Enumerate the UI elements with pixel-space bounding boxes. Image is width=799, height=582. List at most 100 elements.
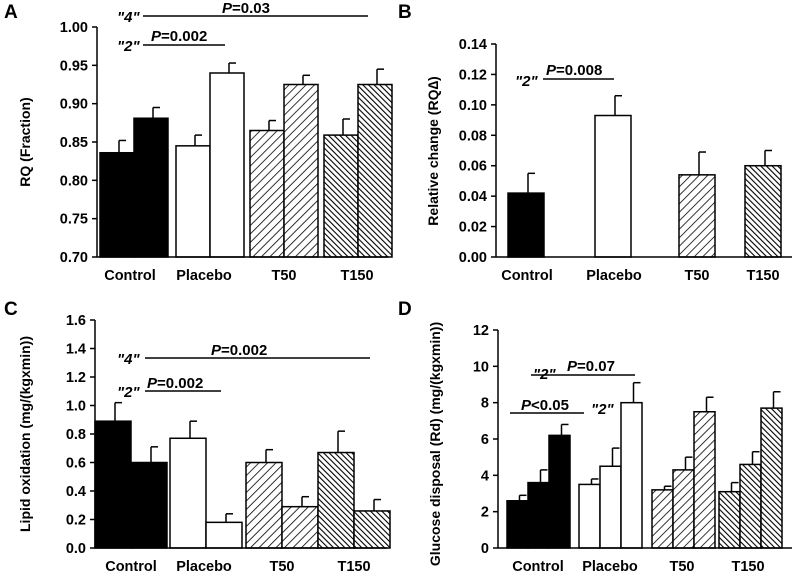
panel-a: 0.70 0.75 0.80 0.85 0.90 0.95 1.00 Control Plac…: [17, 0, 393, 284]
panel-c-y-label: Lipid oxidation (mg/(kgxmin)): [17, 336, 33, 532]
panel-a-bar-placebo-pre: [175, 145, 211, 258]
panel-d-bar-placebo-step2: [599, 465, 622, 549]
panel-c-ann-2-p-value: =0.002: [157, 375, 203, 392]
panel-c: 0.0 0.2 0.4 0.6 0.8 1.0 1.2 1.4 1.6 Control Place…: [17, 313, 391, 575]
panel-d-y-tick-label: 8: [481, 396, 489, 412]
panel-a-bar-t50-post: [283, 83, 319, 258]
panel-b-category-label: T50: [685, 268, 710, 284]
panel-a-category-label: Placebo: [176, 268, 232, 284]
panel-c-y-tick-label: 1.2: [66, 370, 86, 386]
panel-a-y-tick-label: 0.75: [60, 212, 88, 228]
panel-a-category-label: T150: [340, 268, 373, 284]
panel-d-category-label: Placebo: [582, 559, 638, 575]
panel-a-y-tick-label: 0.70: [60, 250, 88, 266]
panel-b-y-tick-label: 0.04: [459, 189, 487, 205]
panel-d-y-tick-label: 10: [473, 359, 489, 375]
panel-a-y-tick-label: 1.00: [60, 20, 88, 36]
panel-a-y-ticks: 0.70 0.75 0.80 0.85 0.90 0.95 1.00: [60, 20, 97, 266]
panel-a-bar-placebo-post: [209, 72, 245, 258]
panel-b-category-label: Control: [501, 268, 553, 284]
panel-b-y-tick-label: 0.06: [459, 159, 487, 175]
panel-a-ann-2-label: "2": [117, 38, 140, 55]
panel-a-ann-4-label: "4": [117, 9, 140, 26]
panel-a-annotation-2: "2" P=0.002: [117, 28, 225, 55]
panel-c-category-label: T150: [337, 559, 370, 575]
panel-d-annotation-p005: P<0.05: [510, 397, 584, 414]
panel-c-y-tick-label: 0.6: [66, 456, 86, 472]
panel-a-ann-2-p-letter: P: [151, 28, 162, 45]
panel-a-bar-control-pre: [99, 151, 135, 258]
panel-a-y-tick-label: 0.95: [60, 58, 88, 74]
panel-d-x-ticks: Control Placebo T50 T150: [512, 559, 764, 575]
panel-a-ann-4-p: P=0.03: [222, 0, 270, 17]
panel-d-bar-t150-step1: [718, 490, 741, 549]
panel-c-y-tick-label: 0.0: [66, 541, 86, 557]
panel-a-bars: [99, 62, 393, 258]
panel-b-y-ticks: 0.00 0.02 0.04 0.06 0.08 0.10 0.12 0.14: [459, 37, 496, 266]
panel-d-bar-placebo-step1: [578, 483, 601, 549]
panel-c-y-tick-label: 0.8: [66, 427, 86, 443]
panel-c-bar-placebo-post: [205, 521, 243, 549]
panel-a-bar-control-post: [133, 117, 169, 258]
panel-b-bar-t150-change: [744, 164, 782, 258]
panel-b-bar-t50-change: [678, 174, 716, 258]
panel-d-y-tick-label: 4: [481, 468, 489, 484]
panel-letter-d: D: [398, 299, 412, 320]
panel-c-bar-t50-post: [281, 505, 319, 549]
panel-c-bar-t150-post: [353, 510, 391, 549]
panel-c-ann-4-p: P=0.002: [211, 342, 267, 359]
panel-c-annotation-2: "2" P=0.002: [117, 375, 221, 401]
panel-d-bar-control-step1: [506, 500, 529, 549]
panel-c-ann-2-label: "2": [117, 384, 140, 401]
panel-a-y-label: RQ (Fraction): [17, 97, 33, 186]
panel-a-y-tick-label: 0.80: [60, 173, 88, 189]
panel-c-bar-t150-pre: [317, 451, 355, 549]
panel-d-ann-p007-p: P=0.07: [567, 358, 615, 375]
panel-b-category-label: Placebo: [586, 268, 642, 284]
panel-c-ann-2-p: P=0.002: [147, 375, 203, 392]
panel-b-y-tick-label: 0.10: [459, 98, 487, 114]
panel-b-bar-placebo-change: [594, 114, 632, 258]
panel-d-y-label: Glucose disposal (Rd) (mg/(kgxmin)): [427, 322, 443, 566]
panel-a-ann-2-p: P=0.002: [151, 28, 207, 45]
panel-c-y-tick-label: 1.4: [66, 342, 86, 358]
panel-d-bar-control-step3: [548, 434, 571, 549]
panel-d-y-tick-label: 0: [481, 541, 489, 557]
panel-c-x-ticks: Control Placebo T50 T150: [105, 559, 370, 575]
panel-c-bar-control-pre: [94, 420, 132, 549]
panel-d-bar-placebo-step3: [620, 401, 643, 549]
panel-b-bars: [507, 94, 782, 258]
panel-b-y-tick-label: 0.14: [459, 37, 487, 53]
panel-d-ann-p005-p-letter: P: [521, 397, 532, 414]
panel-a-annotation-4: "4" P=0.03: [117, 0, 368, 26]
panel-b-category-label: T150: [746, 268, 779, 284]
panel-b-ann-2-p-letter: P: [546, 62, 557, 79]
panel-b-ann-2-p-value: =0.008: [556, 62, 602, 79]
panel-a-y-tick-label: 0.85: [60, 135, 88, 151]
panel-d-bar-t50-step1: [651, 489, 674, 549]
panel-c-y-tick-label: 0.4: [66, 484, 86, 500]
panel-d-ann-p005-p: P<0.05: [521, 397, 569, 414]
panel-c-category-label: Placebo: [176, 559, 232, 575]
panel-d-ann-p007-label: "2": [533, 366, 556, 383]
panel-a-ann-2-p-value: =0.002: [161, 28, 207, 45]
panel-d-ann-p007-p-letter: P: [567, 358, 578, 375]
panel-c-ann-4-p-letter: P: [211, 342, 222, 359]
panel-a-ann-4-p-letter: P: [222, 0, 233, 17]
panel-d-category-label: Control: [512, 559, 564, 575]
panel-d-bar-t50-step2: [672, 469, 695, 549]
panel-a-category-label: T50: [272, 268, 297, 284]
panel-b-y-label: Relative change (RQ∆): [425, 76, 441, 225]
panel-d-ann-p005-p-value: <0.05: [531, 397, 569, 414]
panel-a-bar-t150-pre: [323, 134, 359, 258]
panel-b: 0.00 0.02 0.04 0.06 0.08 0.10 0.12 0.14 Control…: [425, 37, 792, 284]
panel-c-ann-2-p-letter: P: [147, 375, 158, 392]
panel-d-y-tick-label: 6: [481, 432, 489, 448]
panel-c-ann-4-p-value: =0.002: [221, 342, 267, 359]
panel-d-category-label: T50: [670, 559, 695, 575]
panel-c-y-tick-label: 1.0: [66, 399, 86, 415]
panel-b-x-ticks: Control Placebo T50 T150: [501, 268, 779, 284]
panel-b-bar-control-change: [507, 192, 545, 258]
panel-c-y-ticks: 0.0 0.2 0.4 0.6 0.8 1.0 1.2 1.4 1.6: [66, 313, 95, 557]
